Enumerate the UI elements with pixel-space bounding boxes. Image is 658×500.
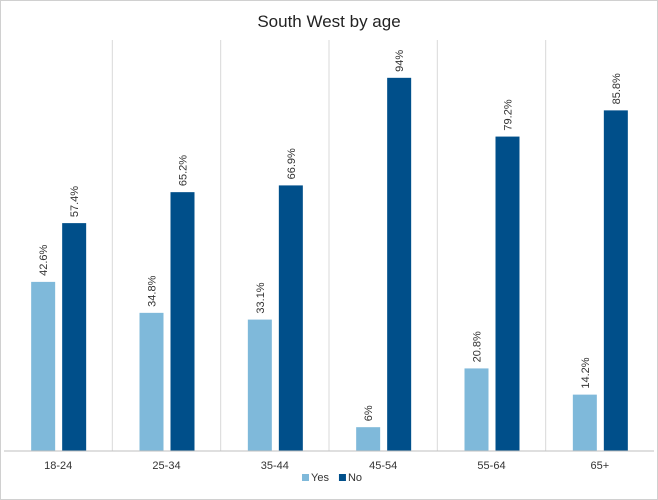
data-label: 6% [363,405,375,421]
data-label: 34.8% [147,275,159,306]
data-label: 20.8% [472,331,484,362]
legend-label-yes: Yes [311,472,329,484]
x-tick-label: 55-64 [477,460,505,472]
x-tick-label: 65+ [590,460,609,472]
bar-yes-35-44 [247,319,272,451]
legend-swatch-yes [302,474,309,481]
x-tick-label: 45-54 [369,460,397,472]
bar-yes-25-34 [139,312,164,451]
x-tick-label: 35-44 [261,460,289,472]
bar-no-45-54 [387,77,412,451]
bar-yes-45-54 [356,427,381,451]
bar-no-18-24 [62,223,87,451]
legend-label-no: No [348,472,362,484]
bar-yes-65+ [572,394,597,451]
category-separators [111,40,547,451]
legend: Yes No [302,472,362,484]
data-label: 66.9% [286,148,298,179]
data-label: 33.1% [255,282,267,313]
data-label: 14.2% [580,357,592,388]
data-label: 85.8% [611,73,623,104]
bar-no-25-34 [170,192,195,451]
bar-yes-18-24 [31,281,56,451]
bar-no-65+ [603,110,628,452]
data-label: 57.4% [69,186,81,217]
bar-yes-55-64 [464,368,489,451]
bars [31,77,628,452]
bar-no-35-44 [278,185,303,452]
bar-no-55-64 [495,136,520,452]
data-label: 79.2% [503,99,515,130]
data-label: 65.2% [178,155,190,186]
chart-title: South West by age [257,12,400,31]
data-label: 94% [394,50,406,72]
x-tick-label: 18-24 [44,460,72,472]
x-tick-labels: 18-24 25-34 35-44 45-54 55-64 65+ [44,460,609,472]
data-labels: 42.6% 57.4% 34.8% 65.2% 33.1% 66.9% 6% 94% 20.8%… [38,50,623,422]
x-tick-label: 25-34 [152,460,180,472]
legend-swatch-no [338,474,346,481]
data-label: 42.6% [38,244,50,275]
